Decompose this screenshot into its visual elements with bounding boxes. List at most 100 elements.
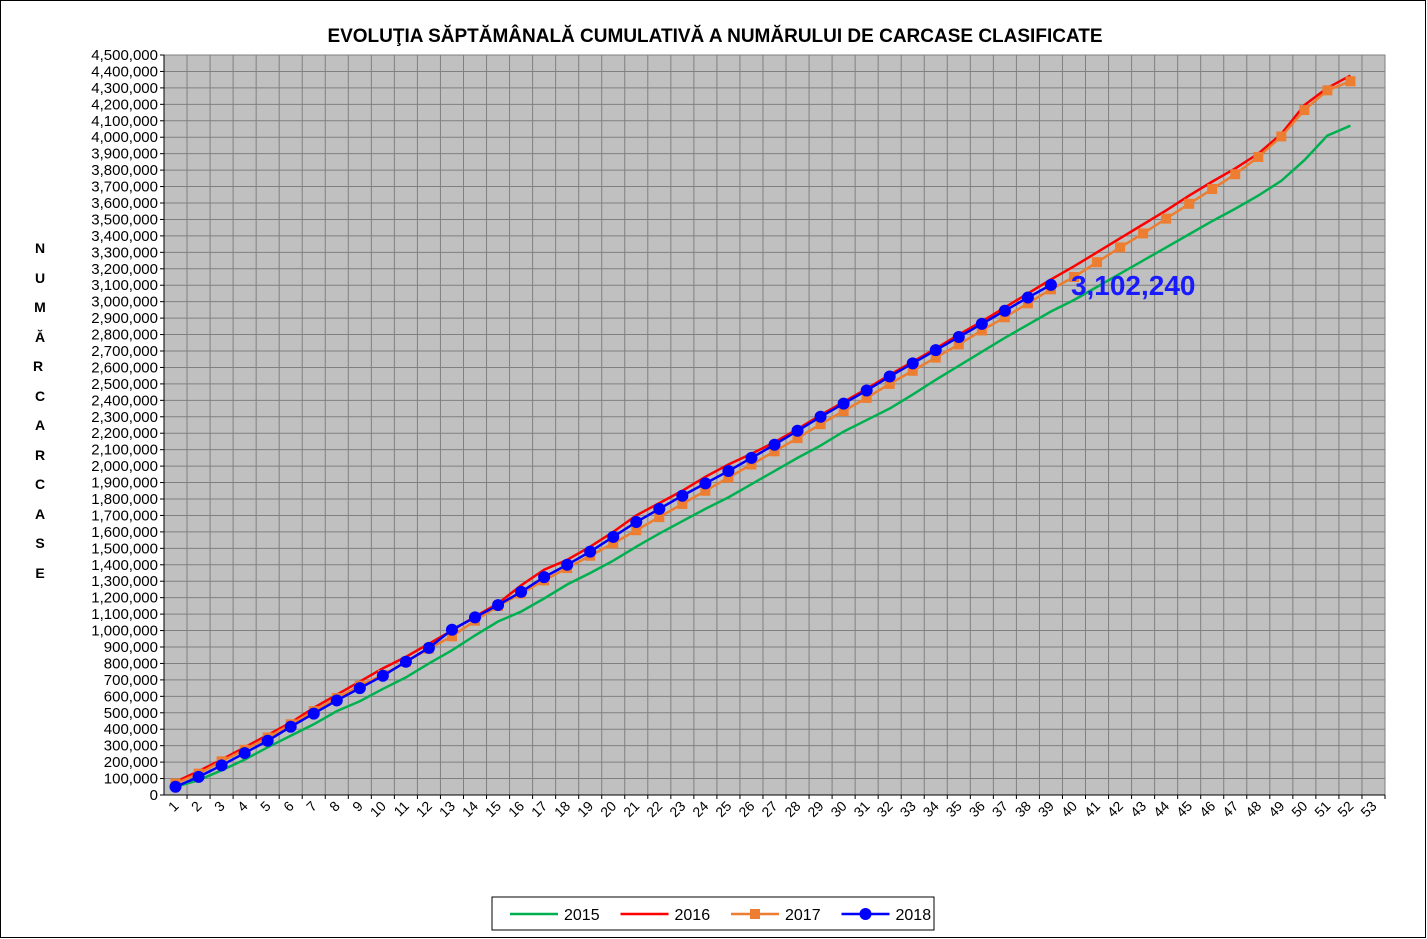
legend-label: 2018 bbox=[896, 907, 932, 924]
y-tick-label: 1,300,000 bbox=[91, 573, 158, 590]
marker-square bbox=[930, 352, 941, 363]
marker-square bbox=[1138, 228, 1149, 239]
marker-square bbox=[446, 631, 457, 642]
y-tick-label: 2,600,000 bbox=[91, 359, 158, 376]
marker-circle bbox=[307, 707, 320, 720]
marker-circle bbox=[238, 747, 251, 760]
y-tick-label: 1,800,000 bbox=[91, 491, 158, 508]
y-tick-label: 2,500,000 bbox=[91, 376, 158, 393]
series-line bbox=[175, 124, 1351, 788]
y-tick-label: 2,400,000 bbox=[91, 392, 158, 409]
marker-square bbox=[1068, 272, 1079, 282]
plot-area bbox=[163, 54, 1386, 796]
marker-circle bbox=[768, 438, 781, 451]
y-tick-label: 1,900,000 bbox=[91, 475, 158, 492]
y-tick-label: 3,100,000 bbox=[91, 277, 158, 294]
y-tick-label: 2,700,000 bbox=[91, 343, 158, 360]
legend-label: 2015 bbox=[564, 907, 600, 924]
y-tick-label: 4,100,000 bbox=[91, 113, 158, 130]
marker-square bbox=[608, 538, 619, 549]
marker-square bbox=[769, 446, 780, 457]
marker-square bbox=[838, 406, 849, 417]
y-tick-label: 4,400,000 bbox=[91, 63, 158, 80]
y-tick-label: 1,600,000 bbox=[91, 524, 158, 541]
marker-circle bbox=[814, 410, 827, 423]
marker-circle bbox=[515, 585, 528, 598]
marker-circle bbox=[538, 571, 551, 584]
y-tick-label: 3,300,000 bbox=[91, 244, 158, 261]
marker-circle bbox=[722, 465, 735, 478]
marker-circle bbox=[952, 331, 965, 344]
marker-square bbox=[815, 419, 826, 430]
y-tick-label: 3,500,000 bbox=[91, 211, 158, 228]
marker-circle bbox=[469, 611, 482, 624]
marker-square bbox=[654, 512, 665, 523]
y-tick-label: 1,500,000 bbox=[91, 540, 158, 557]
y-tick-label: 2,000,000 bbox=[91, 458, 158, 475]
marker-circle bbox=[906, 357, 919, 370]
marker-circle bbox=[215, 759, 228, 772]
marker-square bbox=[1253, 151, 1264, 162]
marker-circle bbox=[745, 451, 758, 464]
y-tick-label: 100,000 bbox=[104, 771, 158, 788]
marker-circle bbox=[261, 734, 274, 747]
marker-circle bbox=[422, 641, 435, 654]
y-tick-label: 4,500,000 bbox=[91, 47, 158, 64]
y-tick-label: 800,000 bbox=[104, 655, 158, 672]
marker-square bbox=[1276, 131, 1287, 142]
marker-circle bbox=[607, 530, 620, 543]
y-tick-label: 2,300,000 bbox=[91, 409, 158, 426]
y-tick-label: 500,000 bbox=[104, 705, 158, 722]
marker-circle bbox=[676, 489, 689, 502]
marker-circle bbox=[998, 304, 1011, 317]
y-tick-label: 1,700,000 bbox=[91, 507, 158, 524]
marker-square bbox=[677, 498, 688, 509]
marker-square bbox=[907, 365, 918, 376]
y-tick-label: 1,400,000 bbox=[91, 557, 158, 574]
marker-square bbox=[1299, 105, 1310, 116]
marker-square bbox=[792, 433, 803, 444]
marker-circle bbox=[169, 780, 182, 793]
marker-circle bbox=[837, 397, 850, 410]
y-tick-label: 3,900,000 bbox=[91, 146, 158, 163]
marker-square bbox=[1345, 76, 1356, 87]
y-tick-label: 200,000 bbox=[104, 754, 158, 771]
marker-square bbox=[700, 485, 711, 496]
marker-circle bbox=[399, 655, 412, 668]
legend-label: 2017 bbox=[785, 907, 821, 924]
marker-circle bbox=[929, 344, 942, 357]
marker-circle bbox=[699, 477, 712, 490]
y-tick-label: 1,000,000 bbox=[91, 623, 158, 640]
y-tick-label: 2,100,000 bbox=[91, 442, 158, 459]
marker-circle bbox=[1044, 278, 1057, 291]
marker-circle bbox=[353, 682, 366, 695]
marker-circle bbox=[376, 669, 389, 682]
marker-square bbox=[861, 392, 872, 403]
y-tick-label: 4,200,000 bbox=[91, 96, 158, 113]
marker-square bbox=[1184, 198, 1195, 209]
marker-circle bbox=[445, 623, 458, 636]
y-tick-label: 0 bbox=[150, 787, 158, 804]
marker-circle bbox=[492, 599, 505, 612]
y-tick-label: 1,200,000 bbox=[91, 590, 158, 607]
marker-circle bbox=[860, 384, 873, 397]
marker-square bbox=[1230, 169, 1241, 180]
marker-square bbox=[884, 378, 895, 389]
marker-square bbox=[1322, 85, 1333, 96]
y-tick-label: 3,400,000 bbox=[91, 228, 158, 245]
marker-square bbox=[746, 459, 757, 470]
series-line bbox=[174, 74, 1352, 783]
y-tick-label: 600,000 bbox=[104, 688, 158, 705]
y-tick-label: 1,100,000 bbox=[91, 606, 158, 623]
marker-square bbox=[1092, 257, 1103, 268]
marker-square bbox=[953, 339, 964, 350]
y-tick-label: 3,200,000 bbox=[91, 261, 158, 278]
y-tick-label: 4,000,000 bbox=[91, 129, 158, 146]
marker-circle bbox=[791, 424, 804, 437]
marker-circle bbox=[330, 694, 343, 707]
marker-square bbox=[1115, 242, 1126, 253]
chart-title: EVOLUŢIA SĂPTĂMÂNALĂ CUMULATIVĂ A NUMĂRU… bbox=[327, 25, 1102, 47]
legend-marker bbox=[859, 908, 872, 920]
